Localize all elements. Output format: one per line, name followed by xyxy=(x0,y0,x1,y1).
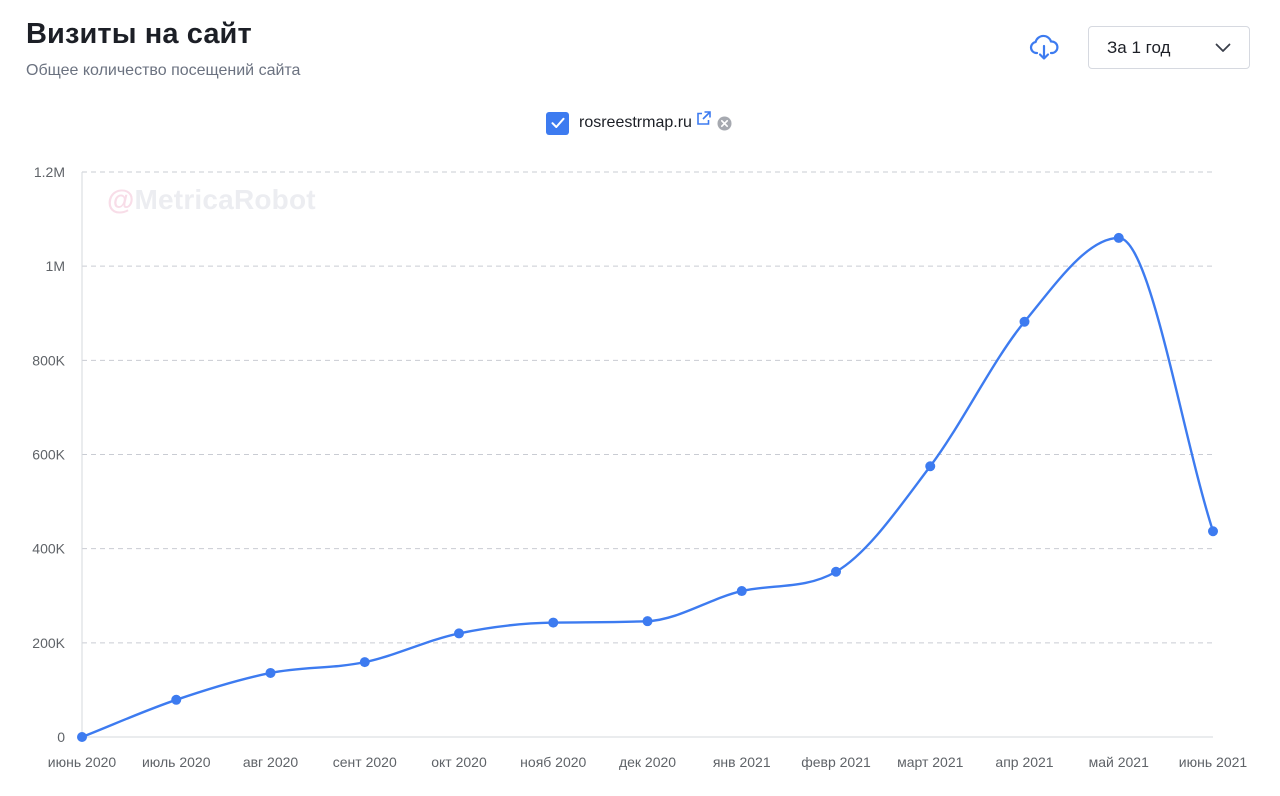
x-tick-label: июнь 2021 xyxy=(1179,754,1248,770)
download-button[interactable] xyxy=(1026,30,1062,66)
x-tick-label: дек 2020 xyxy=(619,754,676,770)
data-point xyxy=(831,566,841,577)
legend-site-label: rosreestrmap.ru xyxy=(579,114,692,131)
data-point xyxy=(1019,316,1030,327)
cloud-download-icon xyxy=(1029,34,1059,60)
x-tick-label: июль 2020 xyxy=(142,754,211,770)
data-point xyxy=(925,461,936,472)
x-tick-label: март 2021 xyxy=(897,754,964,770)
chevron-down-icon xyxy=(1215,43,1231,52)
series-line xyxy=(81,236,1215,739)
data-point xyxy=(548,617,559,628)
page-subtitle: Общее количество посещений сайта xyxy=(26,62,301,79)
x-tick-label: февр 2021 xyxy=(801,754,871,770)
data-point xyxy=(265,667,276,678)
x-tick-label: авг 2020 xyxy=(243,754,299,770)
x-tick-label: сент 2020 xyxy=(333,754,397,770)
legend-checkbox[interactable] xyxy=(546,111,569,135)
y-tick-label: 600K xyxy=(32,447,65,463)
y-tick-label: 800K xyxy=(32,352,65,368)
checkmark-icon xyxy=(551,117,564,128)
data-point xyxy=(171,694,182,705)
data-point xyxy=(736,586,747,597)
x-tick-label: май 2021 xyxy=(1089,754,1149,770)
data-point xyxy=(359,657,370,668)
x-tick-label: июнь 2020 xyxy=(48,754,117,770)
x-tick-label: янв 2021 xyxy=(713,754,771,770)
external-link-icon[interactable] xyxy=(696,110,711,126)
data-point xyxy=(454,628,464,639)
watermark-at: @ xyxy=(107,184,135,215)
period-select[interactable]: За 1 год xyxy=(1088,26,1250,69)
remove-series-icon[interactable] xyxy=(717,116,732,131)
watermark: @MetricaRobot xyxy=(107,184,316,216)
watermark-text: MetricaRobot xyxy=(134,184,316,215)
x-tick-label: нояб 2020 xyxy=(520,754,586,770)
y-tick-label: 200K xyxy=(32,635,65,651)
data-point xyxy=(642,616,653,627)
y-tick-label: 400K xyxy=(32,541,65,557)
data-point xyxy=(1113,232,1124,243)
chart-legend: rosreestrmap.ru xyxy=(546,110,732,135)
period-select-label: За 1 год xyxy=(1107,37,1171,57)
x-tick-label: окт 2020 xyxy=(431,754,487,770)
y-tick-label: 1M xyxy=(46,258,65,274)
x-tick-label: апр 2021 xyxy=(995,754,1053,770)
page-title: Визиты на сайт xyxy=(26,18,252,50)
data-point xyxy=(77,732,87,742)
data-point xyxy=(1208,526,1218,537)
y-tick-label: 0 xyxy=(57,729,65,745)
y-tick-label: 1.2M xyxy=(34,164,65,180)
